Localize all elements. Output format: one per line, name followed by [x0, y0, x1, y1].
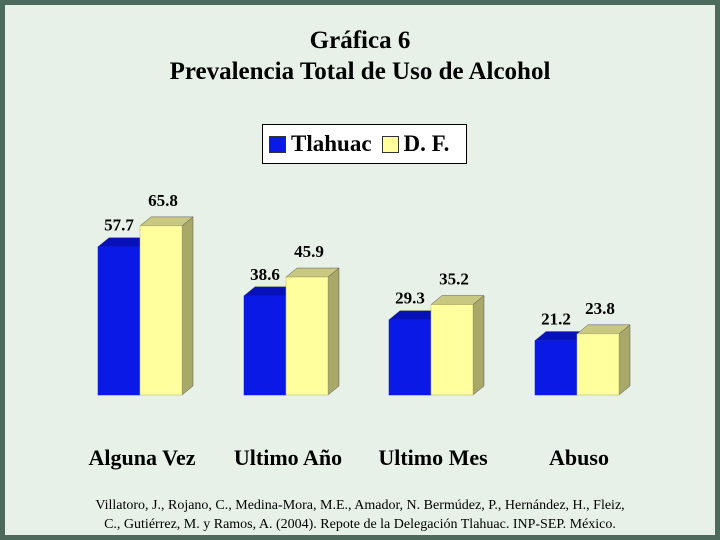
category-label-1: Ultimo Año [234, 445, 342, 470]
bar-side-2-1 [472, 295, 485, 396]
bar-3-0 [534, 340, 578, 396]
bar-2-0 [388, 319, 432, 396]
chart-title-block: Gráfica 6 Prevalencia Total de Uso de Al… [5, 25, 715, 87]
citation-line-2: C., Gutiérrez, M. y Ramos, A. (2004). Re… [104, 517, 616, 532]
bar-0-1 [139, 225, 183, 396]
legend-label-tlahuac: Tlahuac [291, 131, 372, 156]
citation-line-1: Villatoro, J., Rojano, C., Medina-Mora, … [95, 498, 625, 513]
legend-item-tlahuac: Tlahuac [269, 131, 372, 157]
bar-2-1 [430, 304, 474, 396]
bar-1-0 [243, 295, 287, 396]
bar-1-1 [285, 276, 329, 396]
data-label-1-0: 38.6 [250, 265, 280, 284]
legend-item-df: D. F. [381, 131, 450, 157]
data-label-2-0: 29.3 [395, 289, 425, 308]
bar-side-0-1 [181, 216, 194, 396]
legend-swatch-df [381, 135, 399, 153]
bar-side-1-1 [327, 267, 340, 396]
legend-swatch-tlahuac [269, 135, 286, 153]
citation: Villatoro, J., Rojano, C., Medina-Mora, … [5, 496, 715, 534]
bar-0-0 [97, 246, 141, 396]
category-label-3: Abuso [549, 445, 609, 470]
legend-label-df: D. F. [403, 131, 450, 156]
chart-subtitle: Prevalencia Total de Uso de Alcohol [169, 58, 551, 85]
data-label-3-0: 21.2 [541, 310, 571, 329]
data-label-0-1: 65.8 [148, 191, 178, 210]
bar-chart: 57.7 65.8 Alguna Vez 38.6 45.9 Ultimo Año 29.3… [89, 191, 631, 470]
data-label-3-1: 23.8 [585, 299, 615, 318]
chart-title: Gráfica 6 [309, 27, 411, 54]
data-label-1-1: 45.9 [294, 242, 324, 261]
data-label-2-1: 35.2 [439, 270, 469, 289]
category-label-2: Ultimo Mes [378, 445, 488, 470]
data-label-0-0: 57.7 [104, 216, 134, 235]
legend: Tlahuac D. F. [262, 124, 467, 164]
slide: Gráfica 6 Prevalencia Total de Uso de Al… [5, 5, 715, 535]
bar-3-1 [576, 333, 620, 396]
bar-side-3-1 [618, 324, 631, 396]
category-label-0: Alguna Vez [89, 445, 196, 470]
